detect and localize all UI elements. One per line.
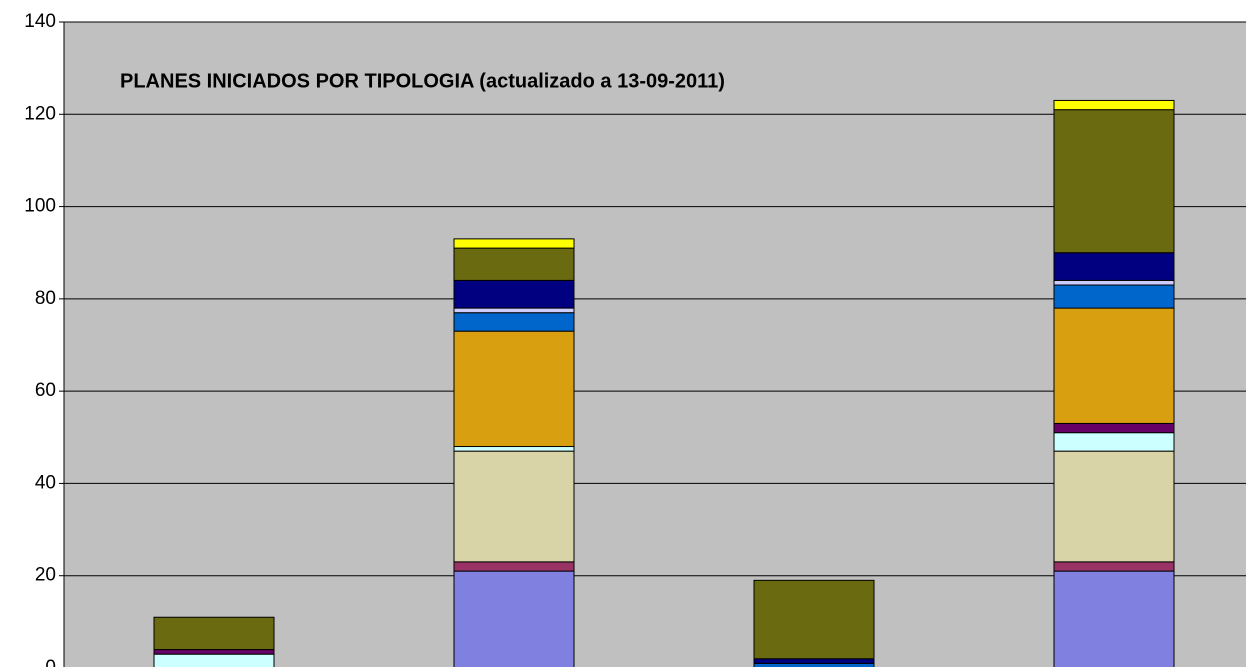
y-tick-label: 100 xyxy=(24,196,56,217)
bar-segment xyxy=(453,238,575,249)
bar-segment xyxy=(453,312,575,332)
bar-segment xyxy=(1053,109,1175,254)
bar-segment xyxy=(453,247,575,281)
bar-segment xyxy=(1053,284,1175,309)
bar-segment xyxy=(753,579,875,660)
bar-segment xyxy=(153,649,275,655)
plot-area xyxy=(64,22,1246,672)
bar-segment xyxy=(453,330,575,448)
y-tick-label: 120 xyxy=(24,103,56,124)
bar-segment xyxy=(1053,99,1175,111)
bar-segment xyxy=(153,616,275,651)
chart-title: PLANES INICIADOS POR TIPOLOGIA (actualiz… xyxy=(120,70,725,92)
bar-segment xyxy=(1053,570,1175,669)
bar-segment xyxy=(453,279,575,309)
y-tick-label: 0 xyxy=(45,657,56,667)
bar-segment xyxy=(453,307,575,314)
bar-segment xyxy=(753,658,875,664)
bar-segment xyxy=(1053,422,1175,434)
y-tick-label: 140 xyxy=(24,11,56,32)
bar-segment xyxy=(453,446,575,452)
bar-segment xyxy=(1053,279,1175,286)
bar-segment xyxy=(153,653,275,669)
y-tick-label: 60 xyxy=(35,380,56,401)
bar-segment xyxy=(453,450,575,563)
bar-segment xyxy=(753,662,875,669)
y-tick-label: 40 xyxy=(35,472,56,493)
bar-segment xyxy=(1053,432,1175,452)
bar-segment xyxy=(453,561,575,572)
y-tick-label: 80 xyxy=(35,288,56,309)
y-tick-label: 20 xyxy=(35,565,56,586)
bar-segment xyxy=(453,570,575,669)
marks xyxy=(64,21,1246,669)
bar-segment xyxy=(1053,307,1175,424)
bar-segment xyxy=(1053,561,1175,572)
bar-segment xyxy=(1053,450,1175,563)
bar-segment xyxy=(1053,252,1175,281)
